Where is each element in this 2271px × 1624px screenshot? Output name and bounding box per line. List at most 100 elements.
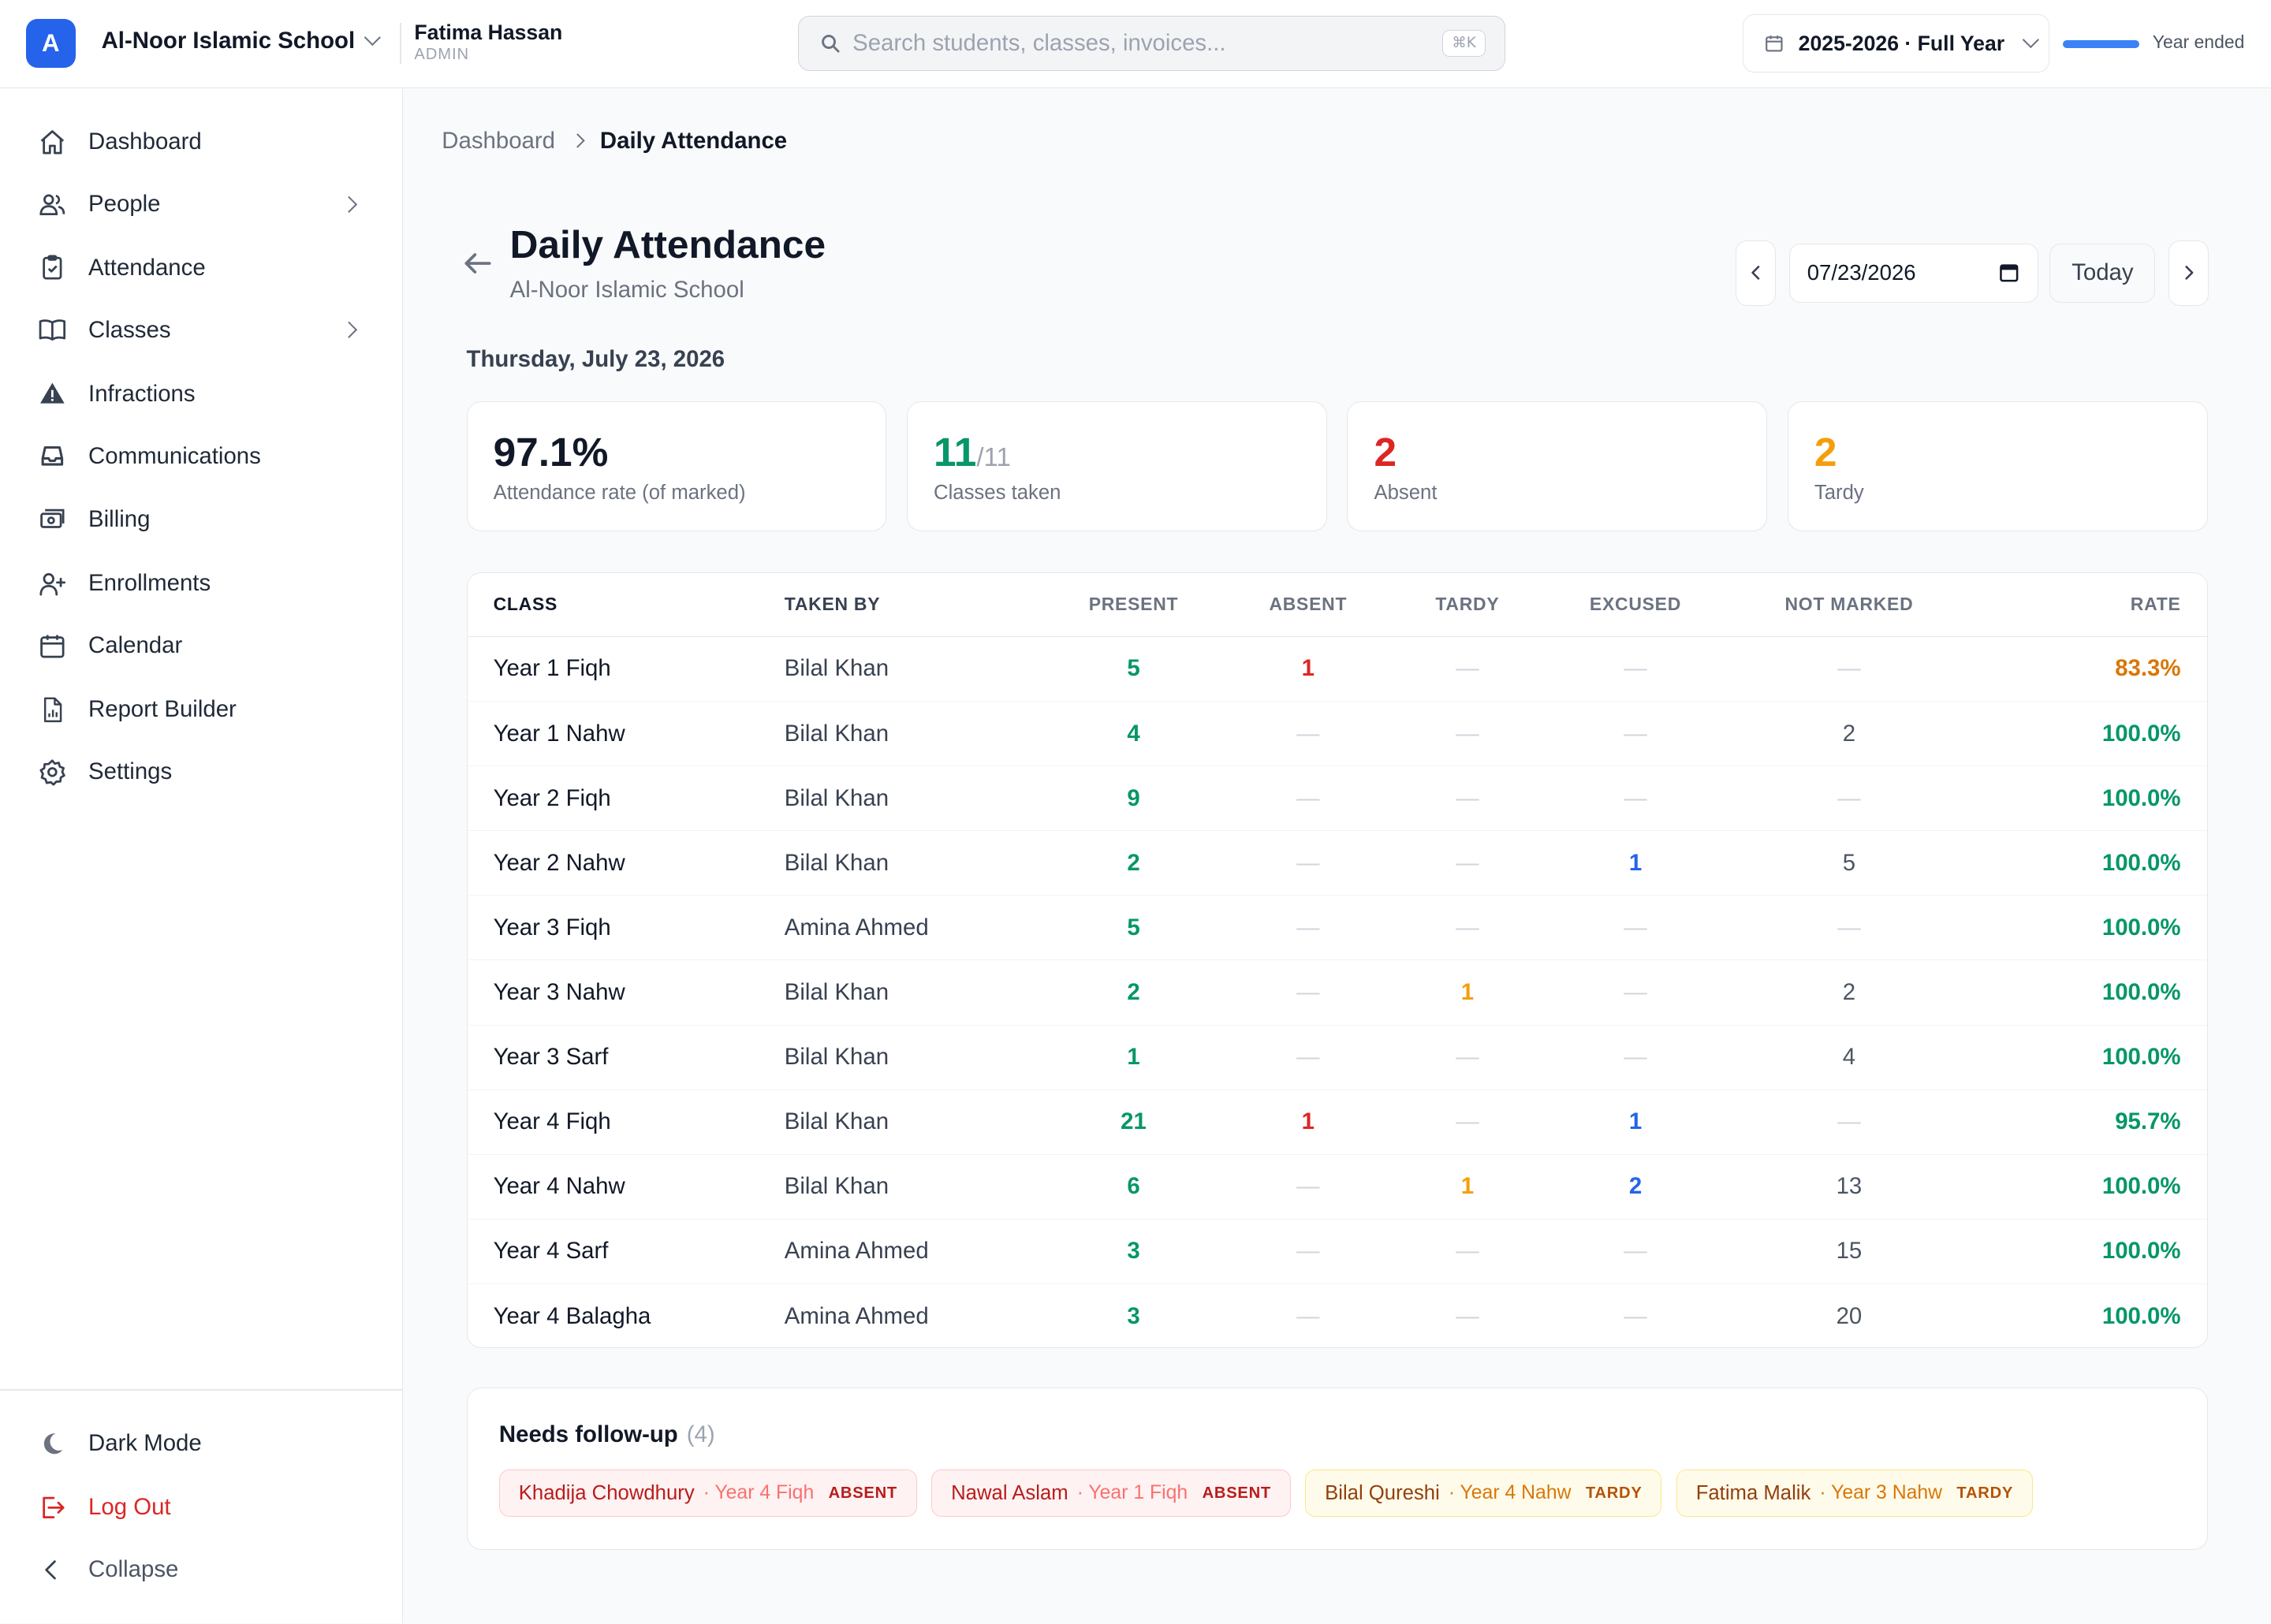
user-name: Fatima Hassan — [414, 20, 563, 44]
column-header-excused[interactable]: EXCUSED — [1526, 572, 1745, 637]
cell-rate: 95.7% — [1953, 1089, 2207, 1155]
cash-icon — [38, 505, 67, 535]
sidebar-item-enrollments[interactable]: Enrollments — [0, 555, 403, 613]
follow-up-chip[interactable]: Nawal Aslam · Year 1 Fiqh ABSENT — [931, 1469, 1291, 1518]
table-row[interactable]: Year 3 Sarf Bilal Khan 1— — —4 100.0% — [467, 1025, 2207, 1090]
cell-excused: — — [1526, 1219, 1745, 1285]
sidebar-item-calendar[interactable]: Calendar — [0, 617, 403, 675]
selected-day-label: Thursday, July 23, 2026 — [466, 346, 725, 373]
table-row[interactable]: Year 2 Nahw Bilal Khan 2— —1 5 100.0% — [467, 830, 2207, 896]
sidebar-item-report-builder[interactable]: Report Builder — [0, 680, 403, 738]
date-picker-input[interactable]: 07/23/2026 — [1788, 243, 2038, 303]
stat-value: 2 — [1814, 428, 1837, 475]
cell-tardy: — — [1408, 636, 1527, 702]
column-header-not-marked[interactable]: NOT MARKED — [1744, 572, 1954, 637]
cell-class: Year 3 Nahw — [467, 959, 785, 1026]
user-role: ADMIN — [414, 45, 470, 63]
log-out-label: Log Out — [88, 1494, 171, 1521]
class-name: · Year 3 Nahw — [1819, 1482, 1943, 1503]
cell-absent: 1 — [1207, 1089, 1409, 1155]
column-header-tardy[interactable]: TARDY — [1408, 572, 1527, 637]
cell-rate: 100.0% — [1953, 1025, 2207, 1090]
back-arrow-icon[interactable] — [461, 246, 495, 281]
cell-rate: 100.0% — [1953, 895, 2207, 961]
school-year-label: 2025-2026 · Full Year — [1798, 31, 2005, 55]
cell-class: Year 2 Nahw — [467, 830, 785, 896]
table-row[interactable]: Year 1 Fiqh Bilal Khan 5 1— — —83.3% — [467, 636, 2207, 702]
previous-day-button[interactable] — [1735, 240, 1777, 306]
sidebar-item-dashboard[interactable]: Dashboard — [0, 113, 403, 170]
school-year-select[interactable]: 2025-2026 · Full Year — [1742, 14, 2050, 73]
cell-taken-by: Amina Ahmed — [784, 1302, 929, 1329]
cell-tardy: — — [1408, 1089, 1527, 1155]
stat-label: Absent — [1374, 481, 1438, 504]
breadcrumb-dashboard-link[interactable]: Dashboard — [442, 127, 555, 154]
follow-up-chip[interactable]: Khadija Chowdhury · Year 4 Fiqh ABSENT — [498, 1469, 917, 1518]
today-button[interactable]: Today — [2049, 243, 2156, 303]
cell-excused: 2 — [1526, 1154, 1745, 1220]
user-plus-icon — [38, 569, 67, 598]
column-header-rate[interactable]: RATE — [1953, 572, 2207, 637]
status-badge: ABSENT — [828, 1484, 897, 1502]
stat-label: Attendance rate (of marked) — [493, 481, 746, 504]
cell-present: 5 — [1059, 636, 1208, 702]
book-open-icon — [38, 315, 67, 345]
sidebar-item-billing[interactable]: Billing — [0, 491, 403, 549]
calendar-icon[interactable] — [1998, 262, 2020, 284]
collapse-sidebar-button[interactable]: Collapse — [0, 1541, 403, 1599]
log-out-button[interactable]: Log Out — [0, 1479, 403, 1536]
sidebar-item-label: Enrollments — [88, 570, 211, 597]
table-row[interactable]: Year 4 Nahw Bilal Khan 6—1 2 13 100.0% — [467, 1154, 2207, 1220]
cell-excused: — — [1526, 895, 1745, 961]
top-bar: A Al-Noor Islamic School Fatima Hassan A… — [0, 0, 2271, 89]
sidebar-item-attendance[interactable]: Attendance — [0, 239, 403, 296]
cell-present: 3 — [1059, 1219, 1208, 1285]
dark-mode-toggle[interactable]: Dark Mode — [0, 1415, 403, 1473]
search-bar[interactable]: ⌘K — [798, 16, 1505, 71]
table-row[interactable]: Year 1 Nahw Bilal Khan 4— — —2 100.0% — [467, 701, 2207, 767]
status-badge: TARDY — [1956, 1484, 2014, 1502]
sidebar-item-settings[interactable]: Settings — [0, 743, 403, 800]
sidebar-item-label: Classes — [88, 316, 171, 343]
status-badge: TARDY — [1585, 1484, 1643, 1502]
cell-tardy: 1 — [1408, 959, 1527, 1026]
sidebar-item-people[interactable]: People — [0, 175, 403, 233]
table-row[interactable]: Year 3 Fiqh Amina Ahmed 5— — — —100.0% — [467, 895, 2207, 961]
cell-not-marked: — — [1744, 636, 1954, 702]
log-out-icon — [38, 1493, 67, 1522]
cell-present: 21 — [1059, 1089, 1208, 1155]
cell-rate: 100.0% — [2101, 1302, 2181, 1329]
follow-up-chip[interactable]: Bilal Qureshi · Year 4 Nahw TARDY — [1305, 1469, 1662, 1518]
school-logo[interactable]: A — [26, 18, 76, 69]
table-row[interactable]: Year 2 Fiqh Bilal Khan 9— — — —100.0% — [467, 765, 2207, 832]
sidebar-item-classes[interactable]: Classes — [0, 301, 403, 359]
year-progress-bar — [2062, 40, 2140, 48]
search-shortcut: ⌘K — [1442, 29, 1486, 57]
table-row[interactable]: Year 4 Balagha Amina Ahmed 3 — — — 20 100.0% — [468, 1284, 2207, 1348]
sidebar-item-infractions[interactable]: Infractions — [0, 365, 403, 423]
cell-tardy: — — [1408, 1219, 1527, 1285]
column-header-class[interactable]: CLASS — [467, 572, 785, 637]
stat-label: Tardy — [1814, 481, 1864, 504]
column-header-taken-by[interactable]: TAKEN BY — [784, 572, 1060, 637]
table-row[interactable]: Year 3 Nahw Bilal Khan 2—1—2 100.0% — [467, 959, 2207, 1026]
warning-icon — [38, 379, 67, 408]
cell-taken-by: Amina Ahmed — [784, 895, 1060, 961]
column-header-present[interactable]: PRESENT — [1059, 572, 1208, 637]
next-day-button[interactable] — [2168, 240, 2209, 306]
cell-taken-by: Bilal Khan — [784, 959, 1060, 1026]
column-header-absent[interactable]: ABSENT — [1207, 572, 1409, 637]
cell-excused: — — [1526, 765, 1745, 832]
search-input[interactable] — [852, 30, 1418, 58]
cell-class: Year 1 Fiqh — [467, 636, 785, 702]
cell-absent: — — [1207, 701, 1409, 767]
date-value: 07/23/2026 — [1807, 260, 1916, 285]
cell-taken-by: Bilal Khan — [784, 701, 1060, 767]
cell-not-marked: 5 — [1744, 830, 1954, 896]
follow-up-chip[interactable]: Fatima Malik · Year 3 Nahw TARDY — [1676, 1469, 2034, 1518]
sidebar-item-communications[interactable]: Communications — [0, 427, 403, 485]
table-row[interactable]: Year 4 Fiqh Bilal Khan 21 1—1—95.7% — [467, 1089, 2207, 1155]
cell-tardy: — — [1408, 895, 1527, 961]
school-switcher[interactable]: Al-Noor Islamic School — [102, 28, 381, 54]
table-row[interactable]: Year 4 Sarf Amina Ahmed 3— — —15 100.0% — [467, 1219, 2207, 1285]
